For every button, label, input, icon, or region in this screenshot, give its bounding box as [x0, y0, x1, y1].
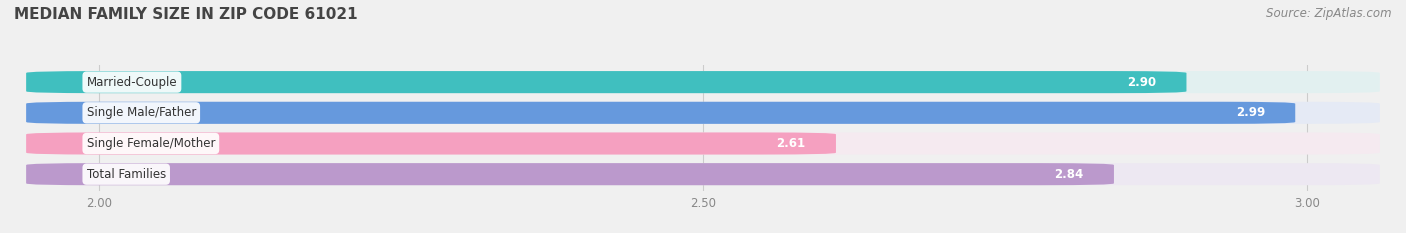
FancyBboxPatch shape — [27, 102, 1379, 124]
FancyBboxPatch shape — [27, 163, 1379, 185]
FancyBboxPatch shape — [27, 132, 1379, 154]
Text: 2.61: 2.61 — [776, 137, 806, 150]
Text: Single Female/Mother: Single Female/Mother — [87, 137, 215, 150]
FancyBboxPatch shape — [27, 102, 1295, 124]
Text: Married-Couple: Married-Couple — [87, 76, 177, 89]
Text: 2.84: 2.84 — [1054, 168, 1084, 181]
FancyBboxPatch shape — [27, 163, 1114, 185]
FancyBboxPatch shape — [27, 71, 1187, 93]
Text: Total Families: Total Families — [87, 168, 166, 181]
Text: MEDIAN FAMILY SIZE IN ZIP CODE 61021: MEDIAN FAMILY SIZE IN ZIP CODE 61021 — [14, 7, 357, 22]
Text: Single Male/Father: Single Male/Father — [87, 106, 195, 119]
FancyBboxPatch shape — [27, 71, 1379, 93]
Text: Source: ZipAtlas.com: Source: ZipAtlas.com — [1267, 7, 1392, 20]
FancyBboxPatch shape — [27, 132, 837, 154]
Text: 2.99: 2.99 — [1236, 106, 1265, 119]
Text: 2.90: 2.90 — [1128, 76, 1156, 89]
